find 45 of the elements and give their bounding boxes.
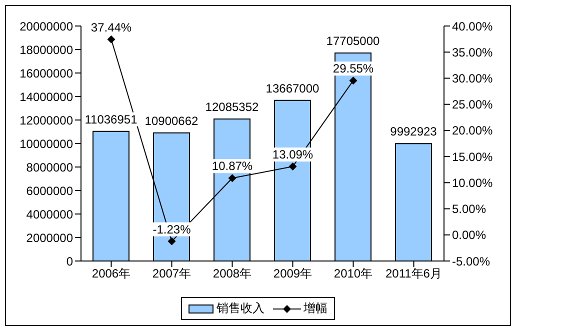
y-tick-label: 14000000 — [20, 90, 74, 104]
data-label: 11036951 — [84, 112, 138, 126]
point — [168, 237, 176, 246]
y-tick-label: 4000000 — [26, 207, 74, 222]
y2-tick-label: 10.00% — [452, 176, 494, 190]
point — [288, 162, 297, 171]
y-tick-label: 12000000 — [20, 113, 74, 128]
point — [228, 174, 236, 182]
y2-tick-label: 5.00% — [452, 202, 486, 216]
data-label: 29.55% — [332, 62, 374, 76]
x-tick-label: 2009年 — [273, 266, 312, 281]
data-label: 17705000 — [326, 34, 380, 48]
x-tick-label: 2010年 — [334, 266, 373, 281]
y-tick-label: 6000000 — [26, 184, 74, 198]
y-tick-label: 8000000 — [26, 160, 74, 174]
data-label: -1.23% — [152, 222, 192, 236]
data-label: 13667000 — [266, 81, 320, 96]
y-tick-label: 16000000 — [20, 66, 74, 80]
y-tick-label: 0 — [66, 254, 74, 268]
data-label: 9992923 — [390, 124, 438, 139]
x-tick-label: 2008年 — [212, 266, 252, 281]
y2-tick-label: 20.00% — [452, 124, 494, 138]
data-label: 10900662 — [144, 114, 199, 128]
y2-tick-label: 15.00% — [452, 150, 494, 164]
point — [107, 35, 116, 44]
y2-tick-label: 30.00% — [452, 71, 494, 86]
legend-label: 增幅 — [304, 300, 328, 317]
data-label: 12085352 — [205, 100, 260, 114]
legend-label: 销售收入 — [216, 300, 264, 317]
x-tick-label: 2011年6月 — [386, 266, 442, 281]
y2-tick-label: 0.00% — [452, 228, 486, 242]
x-tick-label: 2006年 — [92, 266, 131, 281]
y2-tick-label: -5.00% — [452, 254, 490, 268]
data-label: 10.87% — [212, 159, 253, 174]
data-label: 37.44% — [90, 20, 132, 34]
y2-tick-label: 40.00% — [452, 19, 494, 34]
y-tick-label: 20000000 — [20, 19, 74, 34]
y2-tick-label: 35.00% — [452, 45, 494, 60]
y-tick-label: 10000000 — [20, 136, 74, 151]
y2-tick-label: 25.00% — [452, 98, 494, 112]
y-tick-label: 18000000 — [20, 42, 74, 57]
x-tick-label: 2007年 — [152, 266, 192, 281]
point — [349, 76, 358, 85]
y-tick-label: 2000000 — [26, 230, 74, 245]
data-label: 13.09% — [272, 148, 314, 162]
